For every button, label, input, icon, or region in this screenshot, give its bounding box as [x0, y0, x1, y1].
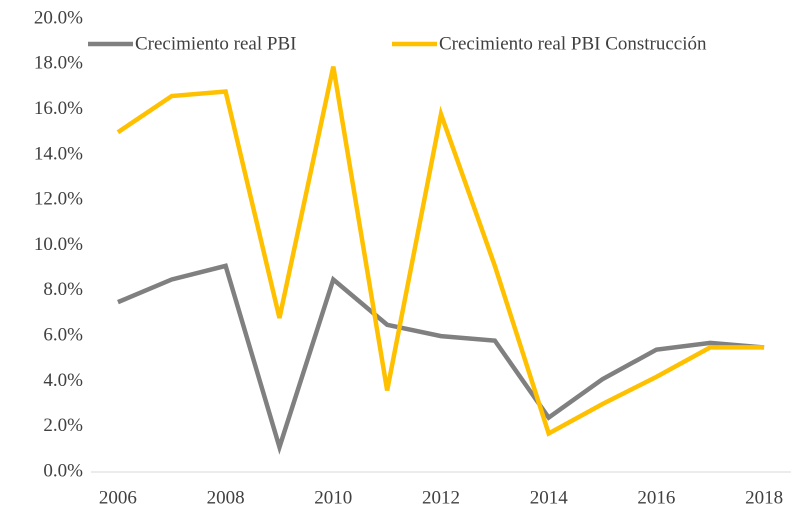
x-tick-label: 2006: [99, 487, 137, 508]
y-tick-label: 4.0%: [43, 370, 83, 391]
x-tick-label: 2018: [745, 487, 783, 508]
x-tick-label: 2008: [207, 487, 245, 508]
x-tick-label: 2014: [530, 487, 569, 508]
y-tick-label: 0.0%: [43, 460, 83, 481]
y-tick-label: 10.0%: [34, 234, 83, 255]
legend-label: Crecimiento real PBI: [135, 33, 296, 54]
y-tick-label: 18.0%: [34, 53, 83, 74]
x-tick-label: 2016: [637, 487, 675, 508]
y-tick-label: 12.0%: [34, 189, 83, 210]
y-tick-label: 2.0%: [43, 415, 83, 436]
y-tick-label: 14.0%: [34, 143, 83, 164]
line: [117, 263, 765, 455]
x-tick-label: 2012: [422, 487, 460, 508]
y-tick-label: 6.0%: [43, 324, 83, 345]
x-tick-label: 2010: [314, 487, 352, 508]
y-tick-label: 8.0%: [43, 279, 83, 300]
y-tick-label: 20.0%: [34, 7, 83, 28]
legend-label: Crecimiento real PBI Construcción: [439, 33, 707, 54]
line: [116, 66, 765, 437]
y-tick-label: 16.0%: [34, 98, 83, 119]
